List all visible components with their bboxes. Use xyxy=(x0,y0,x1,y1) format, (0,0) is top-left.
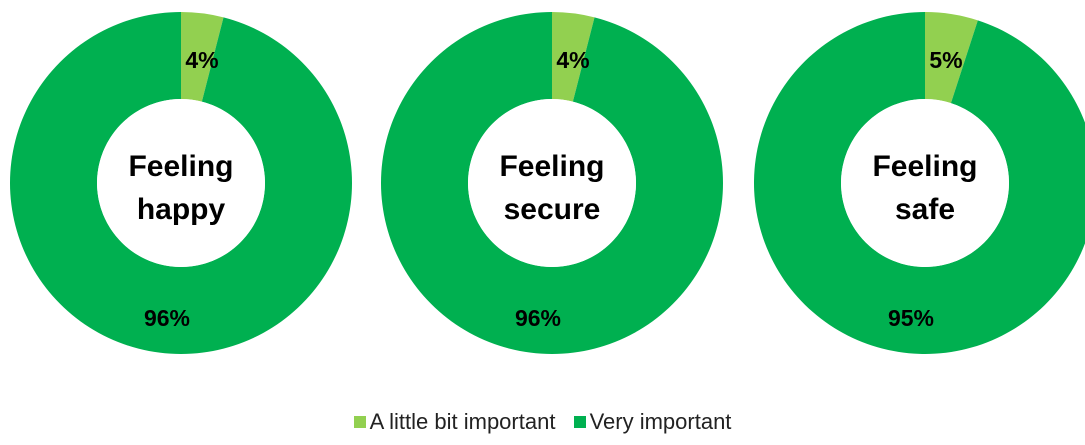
slice-little-bit-important xyxy=(181,12,224,102)
legend-swatch-very xyxy=(573,416,586,428)
data-label-very: 96% xyxy=(144,305,190,331)
center-label-line-2: happy xyxy=(137,193,226,226)
donut-hole xyxy=(841,99,1009,267)
data-label-little-bit: 4% xyxy=(185,47,218,73)
data-label-very: 95% xyxy=(888,305,934,331)
slice-very-important xyxy=(754,12,1085,354)
slice-very-important xyxy=(9,12,352,355)
donut-hole xyxy=(468,99,636,267)
donut-chart-2: 4% 96% Feeling secure xyxy=(380,12,723,355)
donut-chart-3: 5% 95% Feeling safe xyxy=(754,12,1085,354)
legend-swatch-little-bit xyxy=(353,416,366,428)
center-label-line-1: Feeling xyxy=(499,150,604,183)
center-label-line-1: Feeling xyxy=(128,150,233,183)
center-label-line-2: secure xyxy=(504,193,601,226)
slice-little-bit-important xyxy=(552,12,595,102)
slice-very-important xyxy=(380,12,723,355)
slice-little-bit-important xyxy=(925,12,978,104)
center-label-line-2: safe xyxy=(895,193,955,226)
legend-item-little-bit: A little bit important xyxy=(353,409,556,435)
legend: A little bit important Very important xyxy=(0,409,1085,435)
donut-hole xyxy=(97,99,265,267)
legend-item-very: Very important xyxy=(573,409,732,435)
legend-label-very: Very important xyxy=(589,409,732,434)
legend-label-little-bit: A little bit important xyxy=(369,409,556,434)
donut-chart-1: 4% 96% Feeling happy xyxy=(9,12,352,355)
data-label-little-bit: 4% xyxy=(556,47,589,73)
data-label-very: 96% xyxy=(515,305,561,331)
center-label-line-1: Feeling xyxy=(872,150,977,183)
data-label-little-bit: 5% xyxy=(929,47,962,73)
